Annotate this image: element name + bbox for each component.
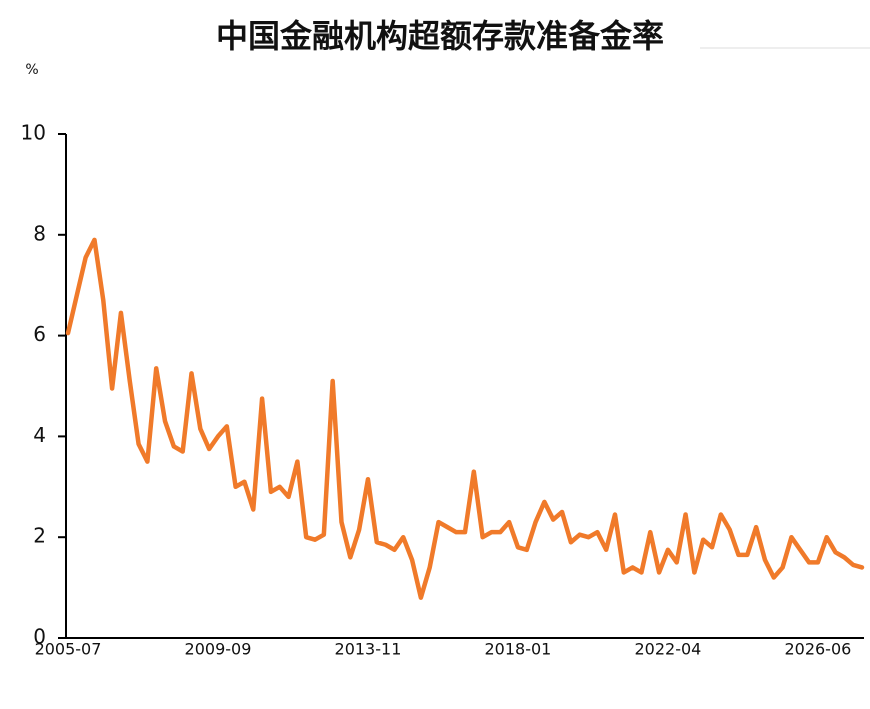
y-tick-label: 4 <box>33 423 46 447</box>
y-tick-label: 6 <box>33 322 46 346</box>
y-tick-label: 8 <box>33 221 46 245</box>
x-tick-label: 2022-04 <box>634 640 701 659</box>
chart-title: 中国金融机构超额存款准备金率 <box>216 17 664 55</box>
x-tick-label: 2026-06 <box>784 640 851 659</box>
y-tick-label: 10 <box>21 121 46 145</box>
x-tick-label: 2013-11 <box>335 640 402 659</box>
x-tick-label: 2005-07 <box>35 640 102 659</box>
y-unit: % <box>25 62 38 78</box>
y-tick-label: 0 <box>33 625 46 649</box>
x-tick-label: 2018-01 <box>485 640 552 659</box>
data-line <box>65 237 865 600</box>
y-tick-label: 2 <box>33 524 46 548</box>
x-tick-label: 2009-09 <box>185 640 252 659</box>
